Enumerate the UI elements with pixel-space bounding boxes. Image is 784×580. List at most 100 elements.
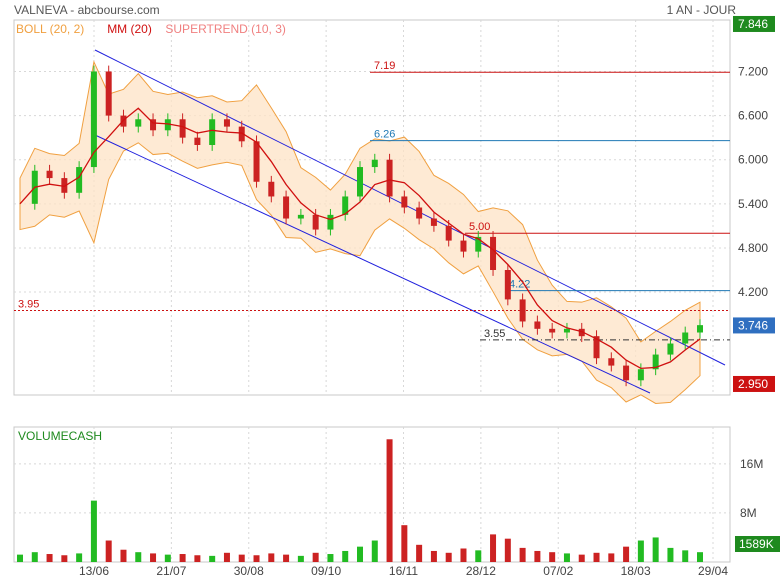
period-label[interactable]: 1 AN - JOUR [666, 3, 736, 17]
volume-bar [46, 554, 53, 562]
price-panel-frame [13, 19, 731, 396]
volume-last-tag [735, 536, 780, 552]
volume-bar [593, 552, 600, 562]
y-tick-label: 5.400 [738, 197, 768, 211]
price-axis: 7.200 6.600 6.000 5.400 4.800 4.200 7.846 3.746… [733, 15, 775, 392]
volume-bar [667, 547, 674, 562]
candle-body [637, 369, 644, 381]
price-level-label: 6.26 [374, 129, 395, 141]
price-level-label: 4.22 [509, 279, 530, 291]
volume-bar [357, 546, 363, 562]
volume-bar [563, 553, 570, 562]
candle-body [697, 325, 703, 333]
y-tick-label: 6.000 [738, 153, 768, 167]
candle-body [76, 167, 83, 193]
candle-body [504, 270, 511, 300]
volume-bar [238, 554, 245, 562]
price-tag-label: 2.950 [738, 377, 768, 391]
volume-bar [135, 552, 142, 562]
legend-entry: SUPERTREND (10, 3) [165, 22, 285, 36]
price-level-label: 5.00 [469, 221, 490, 233]
volume-bar [460, 548, 467, 562]
candle-body [578, 328, 585, 337]
trend-channel [94, 49, 726, 394]
volume-bar [90, 500, 97, 562]
x-tick-label: 29/04 [698, 564, 728, 578]
price-tag [733, 15, 775, 32]
channel-lower-line [94, 134, 651, 394]
candle-body [209, 119, 216, 145]
candle-body [549, 328, 556, 333]
volume-bar [371, 540, 378, 562]
volume-bar [534, 550, 541, 562]
volume-bar [416, 544, 423, 562]
chart-title: VALNEVA - abcbourse.com [14, 3, 160, 17]
candle-body [460, 240, 467, 252]
ma-line [19, 107, 701, 370]
candle-body [194, 137, 201, 145]
y-tick-label: 6.600 [738, 109, 768, 123]
volume-bar [652, 537, 659, 562]
volume-bar [283, 554, 290, 562]
volume-label: VOLUMECASH [18, 429, 102, 443]
volume-bar [120, 549, 127, 562]
candle-body [327, 214, 334, 230]
candle-body [430, 218, 437, 226]
price-tag-label: 7.846 [738, 17, 768, 31]
candle-body [268, 181, 275, 197]
volume-bar [386, 439, 393, 562]
candle-body [135, 119, 142, 127]
price-tag [733, 375, 775, 392]
price-tag-label: 3.746 [738, 318, 768, 332]
volume-tick-label: 16M [740, 457, 763, 471]
price-level-label: 7.19 [374, 60, 395, 72]
volume-bar [342, 550, 349, 562]
volume-bar [268, 553, 275, 562]
candle-body [312, 214, 319, 230]
candle-body [593, 336, 600, 359]
volume-bar [209, 555, 216, 562]
volume-bar [164, 554, 171, 562]
volume-bar [150, 553, 157, 562]
volume-bar [504, 538, 511, 562]
candle-body [179, 119, 186, 138]
volume-bar [682, 550, 689, 562]
candle-body [357, 167, 363, 197]
volume-bar [31, 552, 38, 562]
legend-entry: BOLL (20, 2) [16, 22, 84, 36]
volume-bar [637, 540, 644, 562]
x-tick-label: 07/02 [543, 564, 573, 578]
candle-body [150, 119, 157, 131]
volume-bar [519, 547, 526, 562]
candle-body [534, 321, 541, 329]
y-tick-label: 7.200 [738, 64, 768, 78]
candle-body [490, 236, 497, 270]
candle-body [164, 119, 171, 131]
bollinger-bands [19, 60, 701, 404]
moving-average [19, 107, 701, 370]
candle-body [90, 71, 97, 168]
volume-bar [297, 555, 304, 562]
volume-bar [61, 555, 68, 562]
candlesticks [31, 65, 703, 387]
volume-bar [445, 552, 452, 562]
candle-body [401, 196, 408, 208]
volume-bar [253, 555, 260, 562]
volume-bar [17, 554, 23, 562]
indicator-legend: BOLL (20, 2) MM (20) SUPERTREND (10, 3) [16, 22, 286, 36]
legend-entry: MM (20) [107, 22, 152, 36]
candle-body [667, 343, 674, 355]
candle-body [652, 354, 659, 370]
y-tick-label: 4.800 [738, 241, 768, 255]
candle-body [297, 214, 304, 219]
channel-upper-line [94, 49, 726, 366]
candle-body [445, 225, 452, 241]
volume-bar [327, 554, 334, 562]
candle-body [342, 196, 349, 215]
candle-body [223, 119, 230, 127]
price-level-label: 3.55 [484, 328, 505, 340]
volume-bar [312, 552, 319, 562]
volume-bar [549, 552, 556, 562]
candle-body [253, 141, 260, 182]
candle-body [623, 365, 630, 381]
